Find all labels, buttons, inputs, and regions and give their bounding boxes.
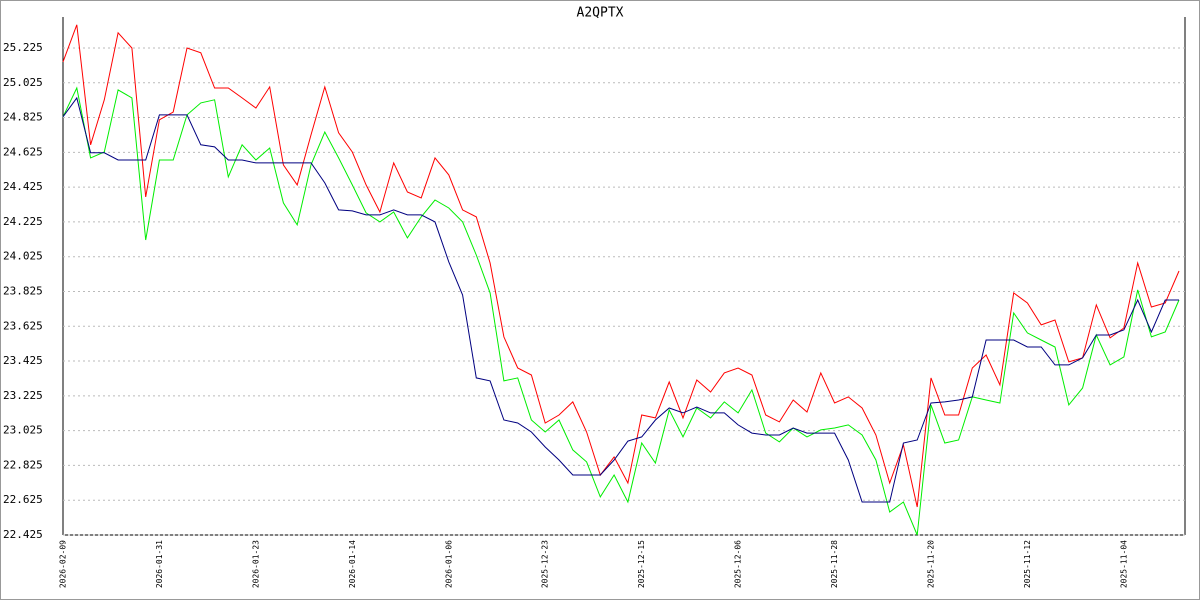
x-tick-label: 2025-11-28 (830, 540, 839, 588)
x-tick-label: 2025-12-06 (734, 540, 743, 588)
x-tick-label: 2025-11-04 (1119, 540, 1128, 588)
series-line (62, 86, 1180, 536)
x-tick-label: 2025-11-20 (927, 540, 936, 588)
y-tick-label: 24.025 (3, 250, 43, 263)
chart-title: A2QPTX (577, 6, 624, 21)
x-tick-label: 2026-01-23 (251, 540, 260, 588)
x-tick-label: 2026-01-14 (348, 540, 357, 588)
y-tick-label: 24.425 (3, 180, 43, 193)
y-tick-label: 23.025 (3, 424, 43, 437)
y-tick-label: 24.825 (3, 111, 43, 124)
y-tick-label: 24.625 (3, 145, 43, 158)
x-tick-label: 2025-11-12 (1023, 540, 1032, 588)
y-tick-label: 23.425 (3, 354, 43, 367)
y-tick-label: 22.425 (3, 528, 43, 541)
x-tick-label: 2026-02-09 (59, 540, 68, 588)
y-tick-label: 25.225 (3, 41, 43, 54)
series-line (62, 96, 1179, 503)
y-tick-label: 23.625 (3, 319, 43, 332)
x-tick-label: 2026-01-06 (444, 540, 453, 588)
series-line (62, 24, 1180, 508)
y-tick-label: 24.225 (3, 215, 43, 228)
y-tick-label: 22.625 (3, 493, 43, 506)
x-tick-label: 2026-01-31 (155, 540, 164, 588)
y-tick-label: 22.825 (3, 458, 43, 471)
x-tick-label: 2025-12-23 (541, 540, 550, 588)
y-tick-label: 25.025 (3, 76, 43, 89)
y-tick-label: 23.825 (3, 284, 43, 297)
x-tick-label: 2025-12-15 (637, 540, 646, 588)
y-tick-label: 23.225 (3, 389, 43, 402)
